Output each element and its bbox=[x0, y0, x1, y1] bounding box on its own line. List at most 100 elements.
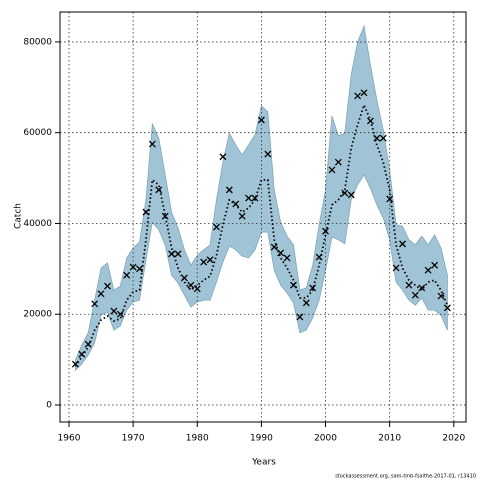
observed-point bbox=[161, 212, 169, 220]
x-axis-label: Years bbox=[251, 458, 276, 468]
marker-stroke bbox=[379, 134, 387, 142]
marker-stroke bbox=[341, 189, 349, 197]
observed-point bbox=[116, 310, 124, 318]
observed-point bbox=[78, 350, 86, 358]
observed-point bbox=[283, 254, 291, 262]
observed-point bbox=[360, 89, 368, 97]
marker-stroke bbox=[142, 208, 150, 216]
observed-point bbox=[136, 265, 143, 273]
marker-stroke bbox=[71, 360, 79, 368]
observed-point bbox=[251, 194, 259, 202]
fitted-line bbox=[74, 102, 449, 367]
observed-point bbox=[328, 166, 336, 174]
observed-point bbox=[206, 256, 214, 264]
marker-stroke bbox=[193, 285, 201, 293]
observed-point bbox=[180, 274, 188, 282]
observed-point bbox=[104, 282, 111, 290]
marker-stroke bbox=[238, 212, 246, 220]
marker-stroke bbox=[168, 250, 176, 258]
y-tick-label: 20000 bbox=[23, 310, 52, 320]
observed-point bbox=[405, 281, 413, 289]
marker-stroke bbox=[290, 281, 297, 289]
observed-point bbox=[277, 249, 285, 257]
observed-point bbox=[187, 281, 195, 289]
marker-stroke bbox=[225, 186, 233, 194]
marker-stroke bbox=[309, 284, 317, 292]
marker-stroke bbox=[437, 292, 445, 300]
marker-stroke bbox=[443, 304, 451, 312]
x-tick-label: 1970 bbox=[122, 434, 145, 444]
x-tick-label: 1960 bbox=[58, 434, 81, 444]
marker-stroke bbox=[180, 274, 188, 282]
observed-point bbox=[334, 158, 342, 166]
observed-point bbox=[302, 299, 310, 307]
observed-point bbox=[168, 250, 176, 258]
observed-point bbox=[290, 281, 297, 289]
observed-point bbox=[123, 271, 131, 279]
marker-stroke bbox=[155, 186, 163, 194]
observed-point bbox=[322, 227, 329, 235]
x-tick-label: 1990 bbox=[250, 434, 273, 444]
plot-frame bbox=[59, 11, 467, 423]
y-tick-label: 40000 bbox=[23, 219, 52, 229]
marker-stroke bbox=[206, 256, 214, 264]
observed-point bbox=[392, 264, 400, 272]
y-tick-label: 60000 bbox=[23, 128, 52, 138]
marker-stroke bbox=[431, 261, 439, 269]
observed-point bbox=[174, 250, 182, 258]
observed-point bbox=[232, 200, 240, 208]
observed-point bbox=[225, 186, 233, 194]
marker-stroke bbox=[360, 89, 368, 97]
observed-point bbox=[264, 150, 272, 158]
x-tick-label: 2000 bbox=[314, 434, 337, 444]
observed-point bbox=[418, 284, 426, 292]
observed-point bbox=[219, 153, 227, 161]
marker-stroke bbox=[123, 271, 131, 279]
marker-stroke bbox=[277, 249, 285, 257]
marker-stroke bbox=[386, 195, 394, 203]
marker-stroke bbox=[116, 310, 124, 318]
marker-stroke bbox=[219, 153, 227, 161]
marker-stroke bbox=[257, 116, 265, 124]
marker-stroke bbox=[411, 291, 419, 299]
observed-point bbox=[347, 191, 355, 199]
observed-point bbox=[97, 290, 105, 298]
marker-stroke bbox=[264, 150, 272, 158]
observed-point bbox=[155, 186, 163, 194]
observed-point bbox=[200, 258, 208, 266]
marker-stroke bbox=[424, 266, 432, 274]
marker-stroke bbox=[302, 299, 310, 307]
observed-point bbox=[431, 261, 439, 269]
marker-stroke bbox=[136, 265, 143, 273]
observed-point bbox=[213, 223, 220, 231]
observed-point bbox=[129, 263, 137, 271]
marker-stroke bbox=[283, 254, 291, 262]
marker-stroke bbox=[129, 263, 137, 271]
marker-stroke bbox=[366, 117, 374, 125]
x-tick-label: 1980 bbox=[186, 434, 209, 444]
observed-point bbox=[411, 291, 419, 299]
observed-point bbox=[91, 300, 99, 308]
observed-point bbox=[142, 208, 150, 216]
marker-stroke bbox=[97, 290, 105, 298]
footer: stockassessment.org, sam-tmb-fsaithe-201… bbox=[335, 474, 476, 480]
marker-stroke bbox=[161, 212, 169, 220]
marker-stroke bbox=[315, 253, 323, 261]
x-tick-label: 2010 bbox=[378, 434, 401, 444]
observed-point bbox=[71, 360, 79, 368]
observed-point bbox=[366, 117, 374, 125]
marker-stroke bbox=[270, 243, 278, 251]
marker-stroke bbox=[187, 281, 195, 289]
observed-point bbox=[193, 285, 201, 293]
observed-point bbox=[238, 212, 246, 220]
observed-point bbox=[148, 140, 156, 148]
observed-point bbox=[399, 240, 406, 248]
marker-stroke bbox=[110, 307, 118, 315]
marker-stroke bbox=[213, 223, 220, 231]
observed-point bbox=[245, 194, 253, 202]
confidence-band bbox=[74, 24, 448, 371]
observed-point bbox=[424, 266, 432, 274]
observed-point bbox=[110, 307, 118, 315]
y-tick-label: 80000 bbox=[23, 37, 52, 47]
